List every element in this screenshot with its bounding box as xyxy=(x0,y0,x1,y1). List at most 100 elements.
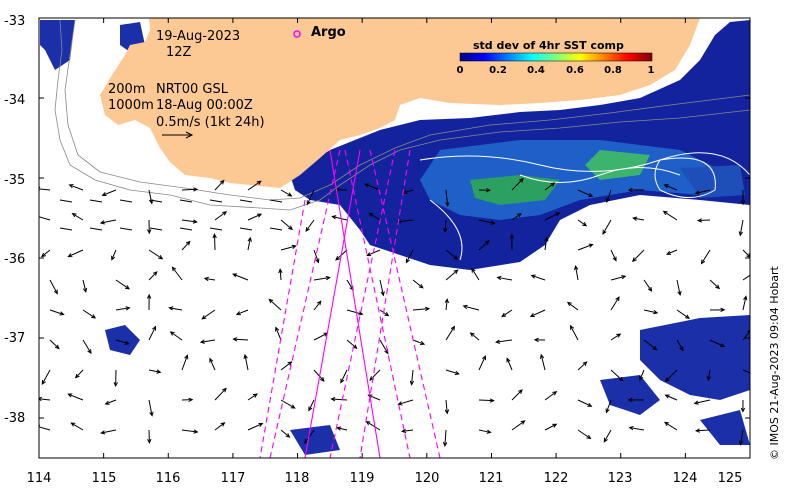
current-vector-icon xyxy=(59,199,73,203)
current-vector-icon xyxy=(602,219,612,235)
colorbar-tick: 0.4 xyxy=(527,65,545,76)
current-vector-icon xyxy=(664,394,678,401)
current-vector-icon xyxy=(168,306,183,311)
y-tick-label: -36 xyxy=(4,252,26,267)
current-vector-icon xyxy=(71,213,84,221)
current-vector-icon xyxy=(364,183,381,191)
current-vector-icon xyxy=(610,369,624,382)
current-vector-icon xyxy=(643,309,659,315)
current-vector-icon xyxy=(643,279,653,292)
current-vector-icon xyxy=(529,309,546,318)
current-vector-icon xyxy=(278,268,283,281)
current-vector-icon xyxy=(379,309,390,317)
current-vector-icon xyxy=(171,266,183,281)
current-vector-icon xyxy=(49,339,60,350)
current-vector-icon xyxy=(445,249,459,260)
current-vector-icon xyxy=(169,331,183,341)
current-vector-icon xyxy=(742,369,750,374)
product-time-label: 18-Aug 00:00Z xyxy=(156,98,253,113)
current-vector-icon xyxy=(469,332,480,341)
x-tick-label: 121 xyxy=(478,471,504,486)
current-vector-icon xyxy=(89,227,103,231)
satellite-track-line xyxy=(369,149,441,458)
current-vector-icon xyxy=(67,249,84,258)
current-vector-icon xyxy=(663,184,678,191)
current-vector-icon xyxy=(41,369,51,386)
current-vector-icon xyxy=(199,339,216,344)
sst-contours xyxy=(419,152,750,261)
current-vector-icon xyxy=(631,249,645,263)
current-vector-icon xyxy=(239,227,253,231)
date-label: 19-Aug-2023 xyxy=(156,29,241,44)
current-vector-icon xyxy=(405,249,414,264)
x-tick-label: 118 xyxy=(284,471,310,486)
current-vector-icon xyxy=(100,429,117,435)
current-vector-icon xyxy=(269,199,283,203)
scale-label: 0.5m/s (1kt 24h) xyxy=(156,115,265,130)
current-vector-icon xyxy=(247,393,258,401)
current-vector-icon xyxy=(280,244,297,251)
current-vector-icon xyxy=(742,249,750,258)
current-vector-icon xyxy=(706,369,711,382)
current-vector-icon xyxy=(212,233,217,251)
current-vector-icon xyxy=(209,357,216,371)
current-vector-icon xyxy=(738,219,744,237)
current-vector-icon xyxy=(662,210,678,221)
current-vector-icon xyxy=(149,199,163,203)
current-vector-icon xyxy=(247,422,264,431)
current-vector-icon xyxy=(478,355,486,371)
current-vector-icon xyxy=(445,269,459,281)
current-vector-icon xyxy=(209,199,223,203)
current-vector-icon xyxy=(214,387,227,401)
current-vector-icon xyxy=(113,369,118,388)
current-vector-icon xyxy=(471,267,480,281)
colorbar-tick: 0.8 xyxy=(604,65,622,76)
current-vector-icon xyxy=(115,279,131,290)
current-vector-icon xyxy=(379,279,385,297)
current-vector-icon xyxy=(445,325,455,341)
current-vector-icon xyxy=(709,307,726,313)
current-vectors xyxy=(39,177,750,447)
current-vector-icon xyxy=(330,397,348,402)
current-vector-icon xyxy=(506,357,513,371)
current-vector-icon xyxy=(115,339,130,345)
current-vector-icon xyxy=(82,339,92,355)
current-vector-icon xyxy=(628,425,645,431)
satellite-track-line xyxy=(344,149,411,458)
current-vector-icon xyxy=(738,429,744,446)
satellite-track-line xyxy=(329,149,396,458)
current-vector-icon xyxy=(409,369,415,386)
current-vector-icon xyxy=(478,398,495,403)
satellite-track-line xyxy=(269,149,341,458)
current-vector-icon xyxy=(577,399,593,407)
current-vector-icon xyxy=(610,333,622,341)
current-vector-icon xyxy=(331,215,348,221)
satellite-tracks xyxy=(259,149,441,458)
current-vector-icon xyxy=(444,298,450,311)
current-vector-icon xyxy=(201,309,216,320)
current-vector-icon xyxy=(566,301,579,311)
x-tick-label: 115 xyxy=(91,471,117,486)
argo-label: Argo xyxy=(311,25,346,40)
current-vector-icon xyxy=(577,361,588,371)
current-vector-icon xyxy=(740,189,746,206)
colorbar xyxy=(459,52,653,62)
current-vector-icon xyxy=(280,219,294,231)
current-vector-icon xyxy=(544,212,561,221)
current-vector-icon xyxy=(104,399,117,405)
current-vector-icon xyxy=(336,426,348,431)
current-vector-icon xyxy=(148,249,164,260)
current-vector-icon xyxy=(89,199,103,203)
current-vector-icon xyxy=(412,279,424,289)
current-vector-icon xyxy=(544,182,556,191)
current-vector-icon xyxy=(665,249,678,255)
y-tick-label: -38 xyxy=(4,411,26,426)
current-vector-icon xyxy=(305,219,315,232)
current-vector-icon xyxy=(396,219,414,224)
current-vector-icon xyxy=(181,219,198,224)
current-vector-icon xyxy=(664,369,678,383)
current-vector-icon xyxy=(119,199,133,203)
current-vector-icon xyxy=(709,279,721,290)
current-vector-icon xyxy=(368,212,381,221)
product-label: NRT00 GSL xyxy=(156,82,228,97)
